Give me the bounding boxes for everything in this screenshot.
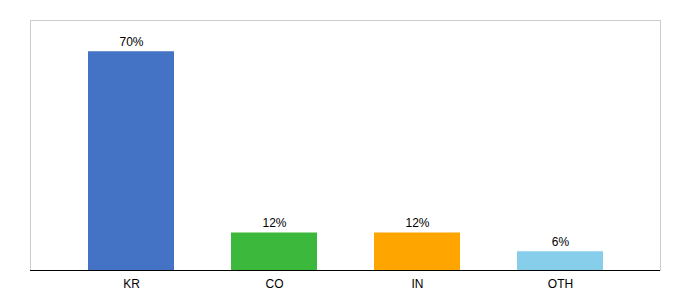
svg-text:OTH: OTH: [548, 277, 573, 291]
svg-text:CO: CO: [266, 277, 284, 291]
svg-text:12%: 12%: [262, 216, 286, 230]
svg-text:KR: KR: [123, 277, 140, 291]
svg-text:70%: 70%: [119, 35, 143, 49]
svg-text:12%: 12%: [405, 216, 429, 230]
svg-text:IN: IN: [412, 277, 424, 291]
svg-text:6%: 6%: [552, 235, 570, 249]
